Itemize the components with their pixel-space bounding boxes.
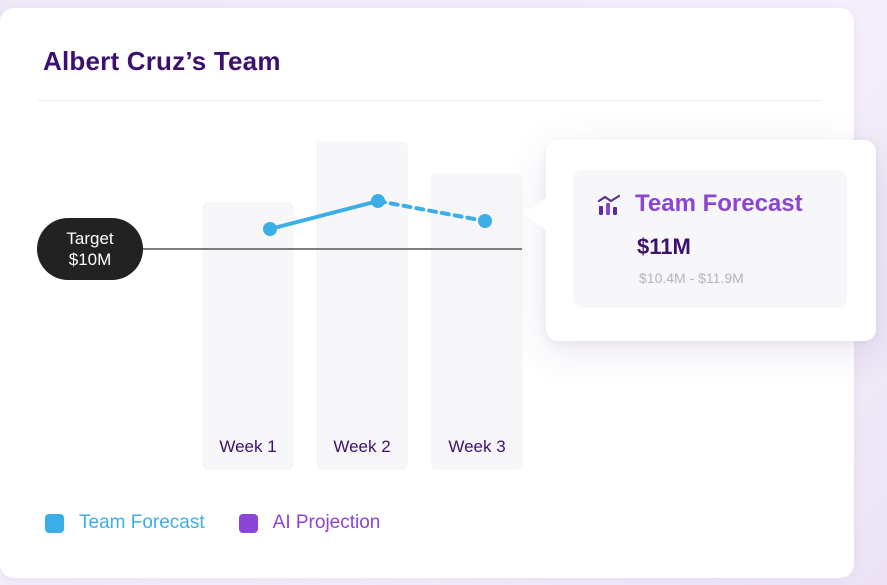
forecast-line-solid [268,199,380,231]
tooltip-range: $10.4M - $11.9M [639,270,744,286]
legend-label-team-forecast: Team Forecast [79,512,205,533]
week-column [316,141,408,470]
tooltip-arrow [524,198,546,230]
week-label: Week 3 [448,437,505,456]
tooltip-title: Team Forecast [635,190,803,217]
chart-bar-icon [597,194,623,221]
week-column [431,173,523,470]
target-badge: Target $10M [37,218,143,280]
legend-swatch-team-forecast [45,513,64,533]
forecast-point [478,214,492,228]
legend-item-ai-projection[interactable]: AI Projection [238,512,381,534]
forecast-line-dashed [376,199,487,223]
forecast-tooltip: Team Forecast $11M $10.4M - $11.9M [524,140,876,341]
legend-label-ai-projection: AI Projection [272,512,381,533]
week-label: Week 1 [219,437,276,456]
tooltip-value: $11M [637,234,691,259]
chart-legend: Team Forecast AI Projection [45,512,404,534]
legend-item-team-forecast[interactable]: Team Forecast [45,512,205,534]
page-title: Albert Cruz’s Team [43,46,281,76]
title-divider [38,100,822,101]
target-value: $10M [68,250,112,269]
week-label: Week 2 [333,437,390,456]
forecast-point [371,194,385,208]
tooltip-content: Team Forecast $11M $10.4M - $11.9M [573,170,847,308]
forecast-point [263,222,277,236]
week-column [202,202,294,470]
legend-swatch-ai-projection [238,513,258,533]
target-label: Target [66,229,114,248]
